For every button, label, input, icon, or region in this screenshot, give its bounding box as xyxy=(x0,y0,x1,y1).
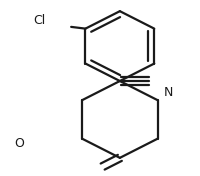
Text: Cl: Cl xyxy=(33,14,46,27)
Text: N: N xyxy=(164,86,173,99)
Text: O: O xyxy=(15,137,24,149)
